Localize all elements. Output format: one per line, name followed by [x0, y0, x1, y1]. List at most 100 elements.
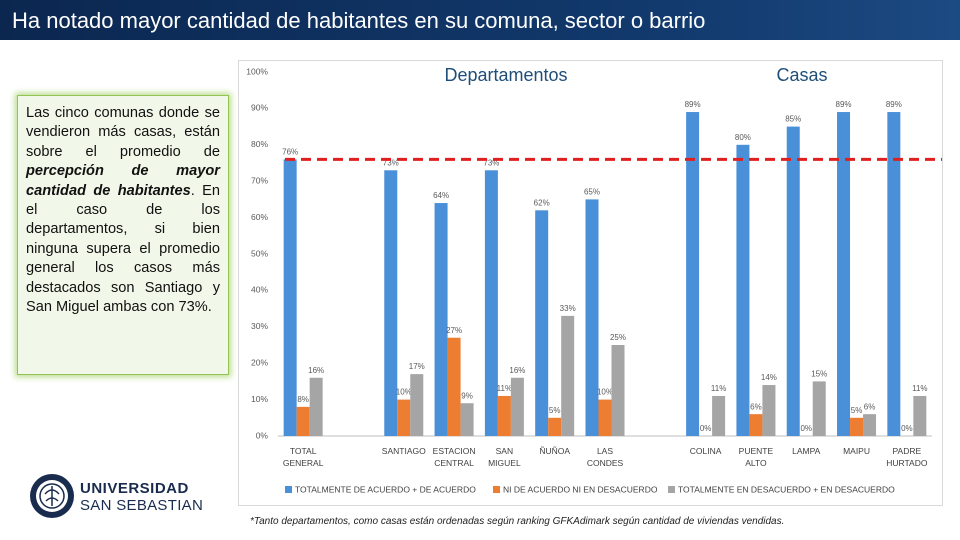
bar [887, 112, 901, 436]
x-tick-label: MAIPU [843, 446, 870, 456]
x-tick-label: SANTIAGO [382, 446, 426, 456]
x-tick-label: SAN MIGUEL [488, 446, 521, 468]
value-label: 33% [560, 304, 576, 313]
value-label: 80% [735, 133, 751, 142]
logo-line2: SAN SEBASTIAN [80, 497, 204, 514]
bar [497, 395, 511, 436]
title-bar: Ha notado mayor cantidad de habitantes e… [0, 0, 960, 40]
logo-seal [30, 474, 74, 518]
value-label: 89% [836, 100, 852, 109]
bar [863, 414, 877, 436]
x-tick-label: ÑUÑOA [539, 446, 570, 456]
value-label: 8% [297, 395, 309, 404]
bar [786, 126, 800, 436]
chart-frame [238, 60, 943, 506]
y-tick-label: 40% [251, 285, 268, 295]
slide-title: Ha notado mayor cantidad de habitantes e… [12, 8, 706, 33]
value-label: 0% [700, 424, 712, 433]
legend-label: TOTALMENTE DE ACUERDO + DE ACUERDO [295, 484, 476, 494]
x-tick-label: LAS CONDES [587, 446, 624, 468]
y-tick-label: 10% [251, 394, 268, 404]
bar [812, 381, 826, 436]
group-label: Casas [776, 65, 827, 85]
bar [484, 170, 498, 436]
value-label: 16% [308, 366, 324, 375]
value-label: 5% [851, 406, 863, 415]
legend-label: TOTALMENTE EN DESACUERDO + EN DESACUERDO [678, 484, 895, 494]
value-label: 6% [750, 402, 762, 411]
x-tick-label: ESTACION CENTRAL [433, 446, 476, 468]
legend-label: NI DE ACUERDO NI EN DESACUERDO [503, 484, 658, 494]
bar [736, 144, 750, 437]
logo-line1: UNIVERSIDAD [80, 480, 189, 497]
bar [686, 112, 700, 436]
value-label: 9% [461, 391, 473, 400]
bar [283, 159, 297, 437]
value-label: 65% [584, 188, 600, 197]
footnote: *Tanto departamentos, como casas están o… [250, 516, 785, 527]
callout-emphasis: percepción de mayor cantidad de habitant… [26, 163, 220, 199]
value-label: 64% [433, 191, 449, 200]
bar [296, 406, 310, 436]
legend-swatch [493, 486, 500, 493]
value-label: 10% [396, 388, 412, 397]
logo: UNIVERSIDAD SAN SEBASTIAN [28, 470, 228, 522]
bar [535, 210, 549, 436]
y-tick-label: 20% [251, 357, 268, 367]
x-tick-label: COLINA [690, 446, 722, 456]
x-tick-label: LAMPA [792, 446, 821, 456]
value-label: 14% [761, 373, 777, 382]
x-tick-label: TOTAL GENERAL [283, 446, 324, 468]
value-label: 0% [800, 424, 812, 433]
bar [749, 414, 763, 436]
bar [598, 399, 612, 436]
bar [837, 112, 851, 436]
bar [762, 385, 776, 436]
value-label: 76% [282, 147, 298, 156]
bar [850, 417, 864, 436]
callout-text: . En el caso de los departamentos, si bi… [26, 182, 220, 316]
value-label: 0% [901, 424, 913, 433]
value-label: 10% [597, 388, 613, 397]
y-tick-label: 50% [251, 248, 268, 258]
bar [434, 203, 448, 436]
value-label: 25% [610, 333, 626, 342]
x-tick-label: PUENTE ALTO [739, 446, 774, 468]
value-label: 73% [383, 158, 399, 167]
callout: Las cinco comunas donde se vendieron más… [17, 95, 229, 375]
bar [913, 395, 927, 436]
bar [611, 345, 625, 436]
y-tick-label: 0% [256, 430, 269, 440]
value-label: 15% [811, 370, 827, 379]
bar [712, 395, 726, 436]
value-label: 89% [685, 100, 701, 109]
y-tick-label: 60% [251, 212, 268, 222]
group-label: Departamentos [444, 65, 567, 85]
value-label: 17% [409, 362, 425, 371]
y-tick-label: 100% [246, 66, 268, 76]
y-tick-label: 70% [251, 175, 268, 185]
bar [384, 170, 398, 436]
y-tick-label: 30% [251, 321, 268, 331]
bar [410, 374, 424, 436]
callout-text: Las cinco comunas donde se vendieron más… [26, 105, 220, 160]
value-label: 16% [509, 366, 525, 375]
value-label: 85% [785, 115, 801, 124]
bar [561, 315, 575, 436]
bar [460, 403, 474, 436]
value-label: 89% [886, 100, 902, 109]
value-label: 27% [446, 326, 462, 335]
bar [447, 337, 461, 436]
x-tick-label: PADRE HURTADO [886, 446, 928, 468]
value-label: 11% [912, 384, 927, 393]
legend-swatch [668, 486, 675, 493]
y-tick-label: 80% [251, 139, 268, 149]
y-tick-label: 90% [251, 103, 268, 113]
legend-swatch [285, 486, 292, 493]
bar [585, 199, 599, 436]
bar [510, 377, 524, 436]
value-label: 5% [549, 406, 561, 415]
bar [309, 377, 323, 436]
